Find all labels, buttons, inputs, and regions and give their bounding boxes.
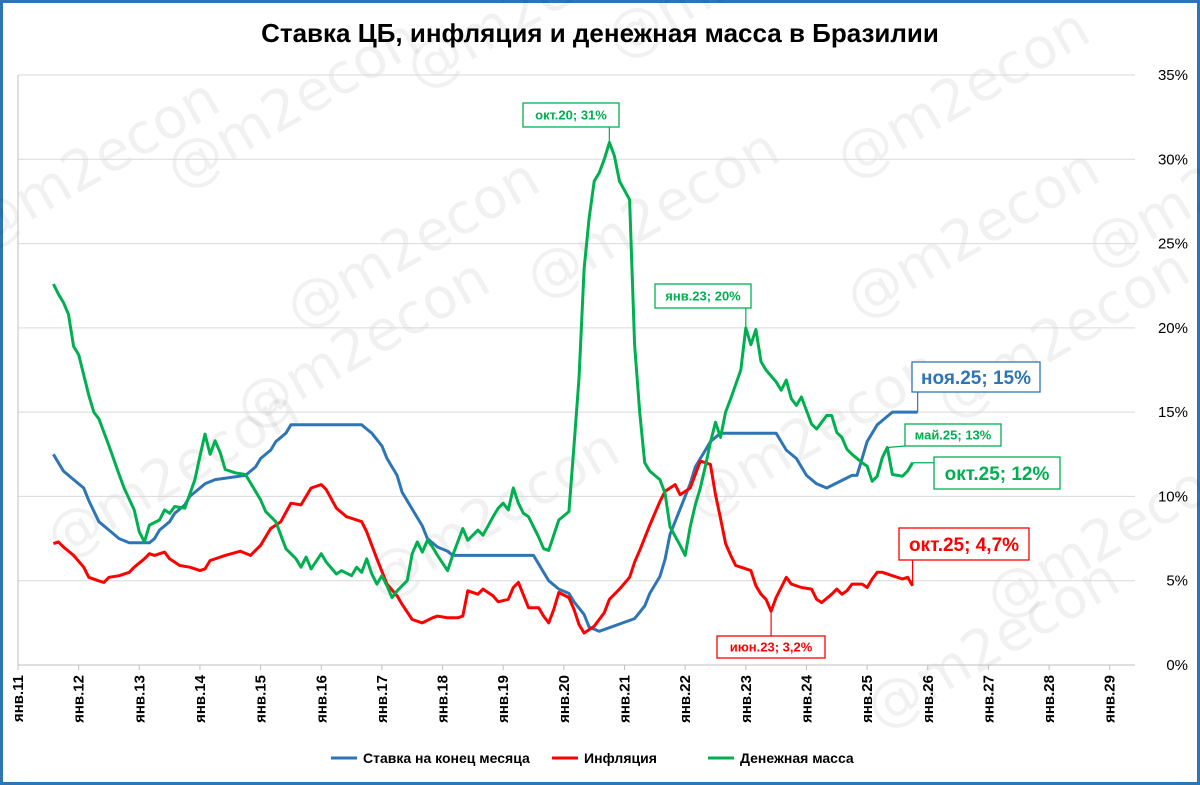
annotation-label: окт.25; 12%	[945, 464, 1050, 485]
annotation-box	[522, 102, 620, 128]
x-tick-label: янв.17	[374, 675, 391, 723]
watermark-text: @m2econ	[515, 115, 791, 312]
annotation-label: июн.23; 3,2%	[730, 640, 813, 655]
annotations: ноя.25; 15% июн.23; 3,2% окт.25; 4,7% окт.2…	[522, 102, 1061, 659]
x-tick-label: янв.12	[71, 675, 88, 723]
x-tick-label: янв.11	[10, 675, 27, 722]
annotation-box	[654, 283, 752, 309]
y-tick-label: 15%	[1158, 404, 1188, 421]
watermark-text: @m2econ	[595, 0, 871, 72]
legend-label: Ставка на конец месяца	[363, 750, 530, 766]
y-tick-label: 5%	[1166, 573, 1188, 590]
legend: Ставка на конец месяца Инфляция Денежная м…	[331, 750, 854, 766]
x-tick-label: янв.24	[798, 674, 815, 723]
annotation-label: окт.25; 4,7%	[909, 535, 1019, 556]
annotation-leader	[887, 445, 906, 449]
x-tick-label: янв.29	[1102, 675, 1119, 723]
annotation-label: май.25; 13%	[915, 428, 992, 443]
x-tick-label: янв.13	[131, 675, 148, 723]
x-tick-label: янв.27	[980, 675, 997, 723]
series-line	[52, 140, 914, 600]
series-lines	[52, 140, 918, 635]
annotation-box	[911, 361, 1041, 393]
watermark-text: @m2econ	[355, 415, 631, 612]
series-line	[52, 410, 918, 633]
watermark-text: @m2econ	[35, 375, 311, 572]
x-tick-label: янв.16	[313, 675, 330, 723]
x-tick-label: янв.23	[738, 675, 755, 723]
annotation-box	[904, 423, 1002, 447]
x-tick-label: янв.19	[495, 675, 512, 723]
annotation-label: янв.23; 20%	[665, 289, 741, 304]
x-tick-label: янв.20	[556, 675, 573, 723]
x-tick-label: янв.14	[192, 674, 209, 723]
annotation-box	[933, 456, 1061, 490]
y-tick-label: 10%	[1158, 488, 1188, 505]
axes: 0% 5% 10% 15% 20% 25% 30% 35% янв.11 янв.12 янв.13…	[10, 67, 1188, 723]
y-tick-label: 25%	[1158, 236, 1188, 253]
annotation-box	[716, 635, 826, 659]
x-tick-label: янв.21	[617, 675, 634, 723]
x-tick-label: янв.26	[920, 675, 937, 723]
x-tick-label: янв.25	[859, 675, 876, 723]
annotation-label: ноя.25; 15%	[921, 368, 1031, 389]
chart-title: Ставка ЦБ, инфляция и денежная масса в Б…	[261, 18, 939, 48]
x-tick-label: янв.15	[253, 675, 270, 723]
annotation-label: окт.20; 31%	[535, 108, 607, 123]
y-tick-label: 30%	[1158, 151, 1188, 168]
x-tick-label: янв.28	[1041, 675, 1058, 723]
y-tick-label: 20%	[1158, 320, 1188, 337]
x-tick-label: янв.22	[677, 675, 694, 723]
annotation-box	[898, 527, 1030, 561]
legend-label: Денежная масса	[740, 750, 854, 766]
legend-label: Инфляция	[584, 750, 657, 766]
y-tick-label: 0%	[1166, 657, 1188, 674]
series-line	[52, 459, 914, 635]
y-tick-label: 35%	[1158, 67, 1188, 84]
x-tick-label: янв.18	[435, 675, 452, 723]
